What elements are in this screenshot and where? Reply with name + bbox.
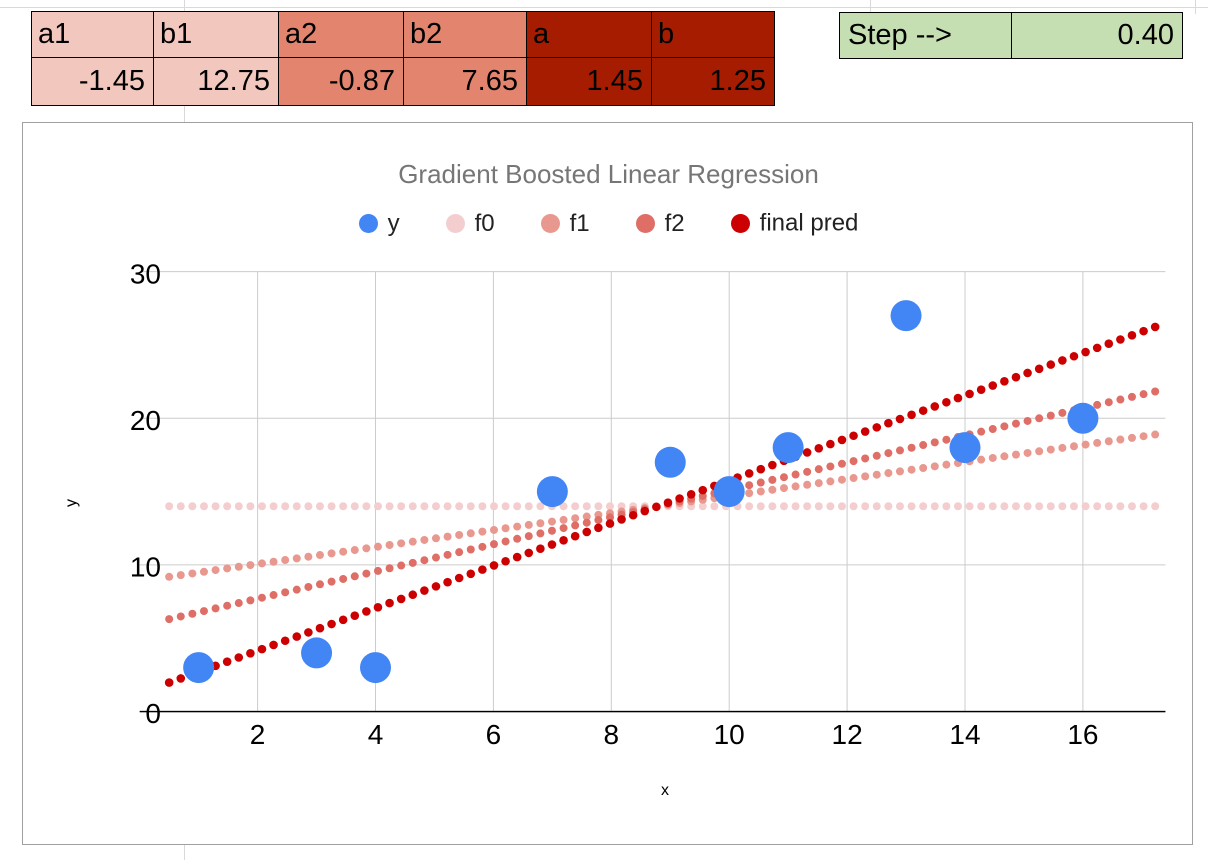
svg-text:4: 4: [368, 719, 384, 750]
svg-text:y: y: [63, 499, 80, 507]
svg-text:30: 30: [130, 259, 161, 290]
svg-text:14: 14: [949, 719, 980, 750]
svg-text:12: 12: [832, 719, 863, 750]
svg-text:16: 16: [1067, 719, 1098, 750]
svg-text:6: 6: [486, 719, 502, 750]
svg-text:0: 0: [145, 698, 161, 729]
svg-text:10: 10: [130, 552, 161, 583]
svg-text:x: x: [661, 782, 669, 799]
svg-text:10: 10: [714, 719, 745, 750]
svg-text:20: 20: [130, 405, 161, 436]
svg-text:2: 2: [250, 719, 266, 750]
svg-text:8: 8: [604, 719, 620, 750]
